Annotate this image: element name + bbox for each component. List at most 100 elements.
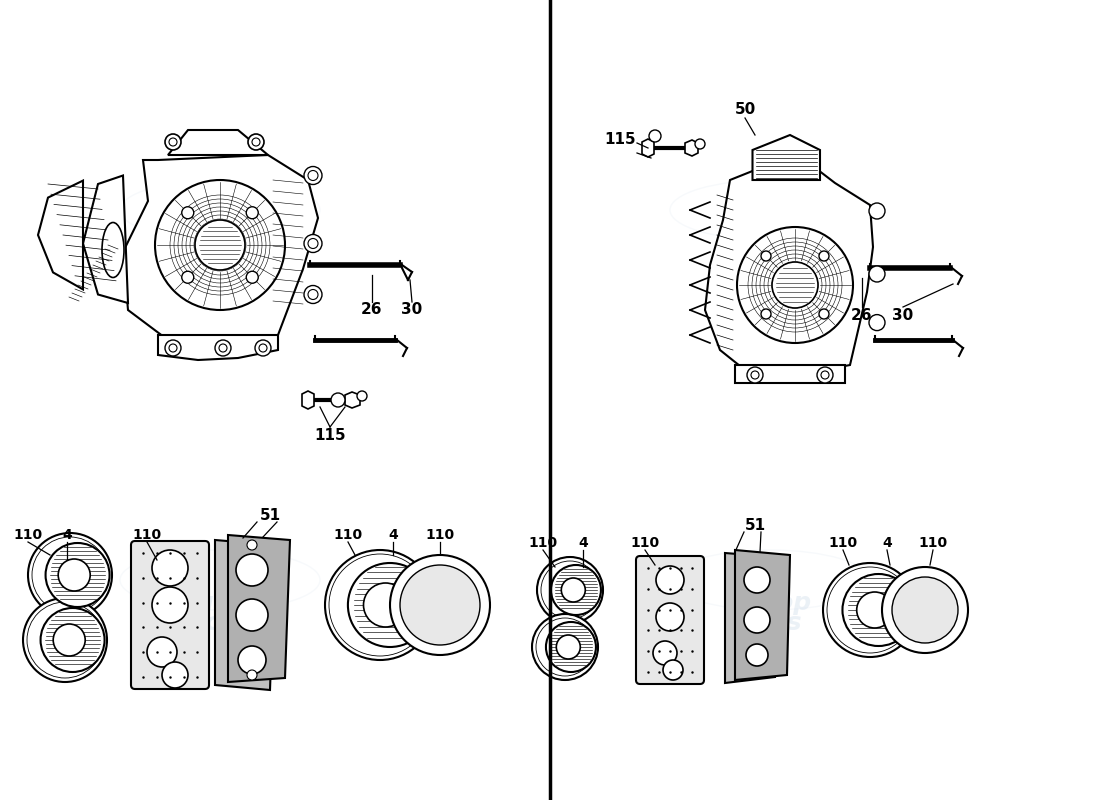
Circle shape — [843, 574, 914, 646]
Circle shape — [532, 614, 598, 680]
Text: 26: 26 — [851, 307, 872, 322]
Circle shape — [182, 271, 194, 283]
Circle shape — [663, 660, 683, 680]
Circle shape — [308, 290, 318, 299]
Circle shape — [695, 139, 705, 149]
Circle shape — [308, 170, 318, 181]
Circle shape — [746, 644, 768, 666]
Text: 4: 4 — [388, 528, 398, 542]
Circle shape — [236, 554, 268, 586]
Text: 110: 110 — [426, 528, 454, 542]
Polygon shape — [39, 181, 82, 290]
Circle shape — [165, 340, 182, 356]
Polygon shape — [82, 175, 128, 303]
Circle shape — [182, 206, 194, 218]
Circle shape — [331, 393, 345, 407]
Polygon shape — [228, 535, 290, 682]
Circle shape — [236, 599, 268, 631]
FancyBboxPatch shape — [636, 556, 704, 684]
Circle shape — [761, 251, 771, 261]
Text: 110: 110 — [13, 528, 43, 542]
Circle shape — [656, 603, 684, 631]
Circle shape — [821, 371, 829, 379]
Circle shape — [169, 138, 177, 146]
Circle shape — [869, 203, 886, 219]
Circle shape — [537, 557, 603, 623]
Circle shape — [324, 550, 435, 660]
Text: europ: europ — [729, 221, 811, 245]
Circle shape — [53, 624, 85, 656]
Circle shape — [358, 391, 367, 401]
Circle shape — [45, 543, 110, 607]
Text: 110: 110 — [528, 536, 558, 550]
Circle shape — [823, 563, 917, 657]
Polygon shape — [685, 140, 698, 156]
Polygon shape — [345, 392, 360, 408]
Circle shape — [246, 271, 258, 283]
Circle shape — [195, 220, 245, 270]
Circle shape — [248, 670, 257, 680]
Polygon shape — [302, 391, 313, 409]
Circle shape — [28, 533, 112, 617]
Circle shape — [246, 206, 258, 218]
Ellipse shape — [102, 222, 124, 278]
Circle shape — [219, 344, 227, 352]
Circle shape — [41, 608, 104, 672]
Circle shape — [152, 587, 188, 623]
Polygon shape — [158, 335, 278, 360]
Circle shape — [348, 563, 432, 647]
Circle shape — [546, 622, 596, 672]
Circle shape — [400, 565, 480, 645]
Polygon shape — [752, 135, 820, 180]
Polygon shape — [214, 540, 275, 690]
Circle shape — [248, 134, 264, 150]
Text: europ: europ — [729, 591, 811, 615]
Text: aces: aces — [738, 611, 802, 635]
Polygon shape — [123, 155, 318, 340]
Circle shape — [653, 641, 676, 665]
Circle shape — [869, 266, 886, 282]
Circle shape — [820, 309, 829, 319]
Polygon shape — [735, 550, 790, 680]
Text: europ: europ — [179, 221, 261, 245]
Text: 115: 115 — [315, 427, 345, 442]
Polygon shape — [642, 139, 654, 157]
Text: aces: aces — [738, 241, 802, 265]
Text: 51: 51 — [745, 518, 766, 533]
Text: 110: 110 — [132, 528, 162, 542]
Circle shape — [23, 598, 107, 682]
Text: 110: 110 — [333, 528, 363, 542]
Circle shape — [737, 227, 852, 343]
Circle shape — [147, 637, 177, 667]
Text: 51: 51 — [260, 507, 280, 522]
Circle shape — [169, 344, 177, 352]
Text: 110: 110 — [630, 536, 660, 550]
Text: 4: 4 — [579, 536, 587, 550]
Circle shape — [165, 134, 182, 150]
Circle shape — [304, 286, 322, 303]
Text: aces: aces — [188, 611, 252, 635]
Polygon shape — [168, 130, 268, 155]
Text: 115: 115 — [604, 133, 636, 147]
Text: 26: 26 — [361, 302, 383, 318]
Circle shape — [248, 540, 257, 550]
Circle shape — [304, 234, 322, 253]
Circle shape — [751, 371, 759, 379]
Text: 110: 110 — [918, 536, 947, 550]
Text: 110: 110 — [828, 536, 858, 550]
Text: 4: 4 — [882, 536, 892, 550]
Circle shape — [255, 340, 271, 356]
Circle shape — [308, 238, 318, 249]
Circle shape — [761, 309, 771, 319]
Circle shape — [214, 340, 231, 356]
Circle shape — [162, 662, 188, 688]
Circle shape — [857, 592, 893, 628]
Circle shape — [649, 130, 661, 142]
Circle shape — [390, 555, 490, 655]
Circle shape — [258, 344, 267, 352]
Circle shape — [58, 559, 90, 591]
Text: 30: 30 — [892, 307, 914, 322]
Circle shape — [561, 578, 585, 602]
Circle shape — [820, 251, 829, 261]
Circle shape — [304, 166, 322, 185]
